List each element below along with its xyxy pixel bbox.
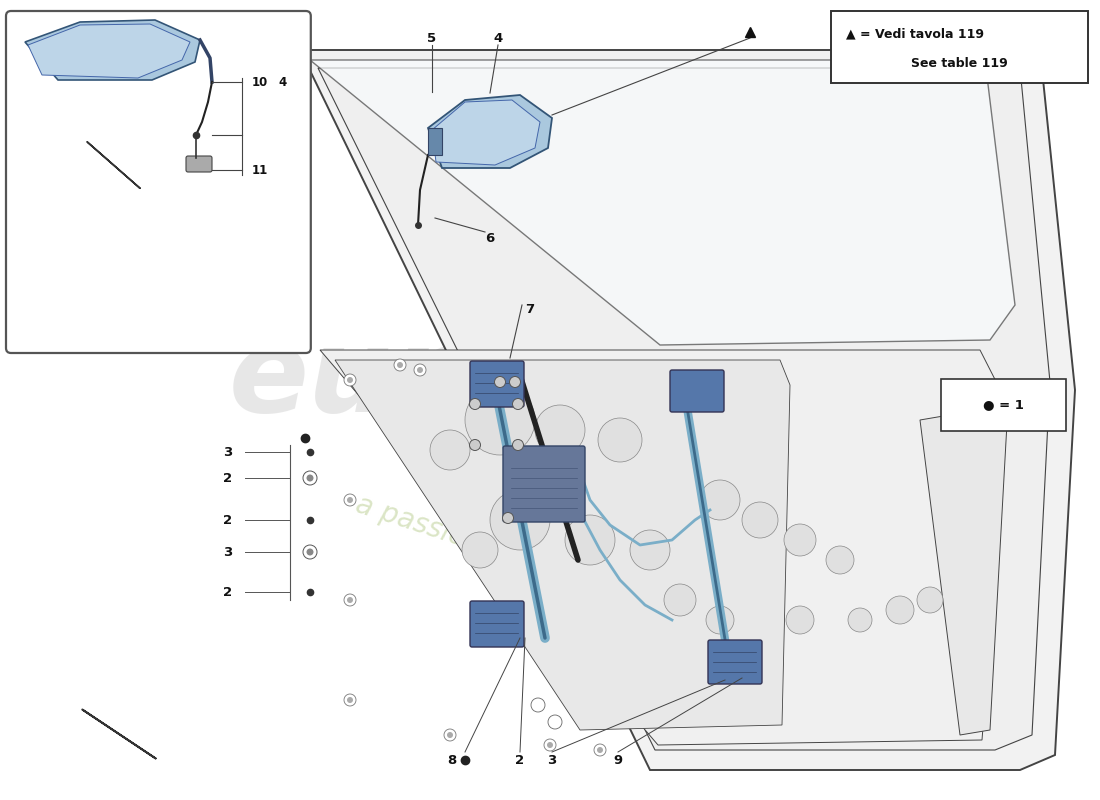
Circle shape — [547, 742, 553, 748]
Circle shape — [565, 515, 615, 565]
Circle shape — [344, 694, 356, 706]
Circle shape — [495, 377, 506, 387]
Polygon shape — [320, 350, 1008, 745]
Circle shape — [886, 596, 914, 624]
Circle shape — [307, 549, 314, 555]
Circle shape — [344, 494, 356, 506]
FancyBboxPatch shape — [830, 11, 1088, 83]
Polygon shape — [920, 405, 1008, 735]
Circle shape — [784, 524, 816, 556]
Text: a passion  since 1985: a passion since 1985 — [352, 490, 648, 610]
Circle shape — [664, 584, 696, 616]
Text: 6: 6 — [485, 231, 495, 245]
Circle shape — [594, 744, 606, 756]
Circle shape — [598, 418, 642, 462]
Circle shape — [346, 597, 353, 603]
Polygon shape — [300, 50, 1075, 770]
Text: 5: 5 — [428, 31, 437, 45]
Circle shape — [513, 439, 524, 450]
Circle shape — [344, 374, 356, 386]
Polygon shape — [428, 128, 442, 155]
Circle shape — [307, 474, 314, 482]
Text: 4: 4 — [278, 75, 286, 89]
Circle shape — [397, 362, 403, 368]
Circle shape — [706, 606, 734, 634]
Circle shape — [917, 587, 943, 613]
Text: 2: 2 — [223, 514, 232, 526]
Text: 3: 3 — [548, 754, 557, 766]
Circle shape — [430, 430, 470, 470]
Polygon shape — [336, 360, 790, 730]
Circle shape — [302, 471, 317, 485]
FancyBboxPatch shape — [670, 370, 724, 412]
Text: ▲ = Vedi tavola 119: ▲ = Vedi tavola 119 — [846, 27, 983, 41]
Text: See table 119: See table 119 — [911, 57, 1008, 70]
Circle shape — [490, 490, 550, 550]
Circle shape — [344, 594, 356, 606]
Circle shape — [544, 739, 556, 751]
Text: 9: 9 — [614, 754, 623, 766]
Circle shape — [531, 698, 544, 712]
FancyBboxPatch shape — [940, 378, 1066, 431]
Text: 4: 4 — [494, 31, 503, 45]
Circle shape — [470, 398, 481, 410]
FancyBboxPatch shape — [503, 446, 585, 522]
Polygon shape — [310, 60, 1015, 345]
Text: ● = 1: ● = 1 — [982, 398, 1024, 411]
Text: 7: 7 — [526, 303, 535, 317]
Text: 11: 11 — [252, 163, 268, 177]
Polygon shape — [28, 24, 190, 78]
FancyBboxPatch shape — [6, 11, 311, 353]
Circle shape — [848, 608, 872, 632]
Text: 2: 2 — [516, 754, 525, 766]
Circle shape — [417, 367, 424, 373]
Text: 2: 2 — [223, 471, 232, 485]
Circle shape — [470, 439, 481, 450]
Circle shape — [394, 359, 406, 371]
Circle shape — [786, 606, 814, 634]
FancyBboxPatch shape — [470, 601, 524, 647]
Circle shape — [444, 729, 456, 741]
FancyBboxPatch shape — [708, 640, 762, 684]
Circle shape — [447, 732, 453, 738]
Circle shape — [462, 532, 498, 568]
Circle shape — [503, 513, 514, 523]
Circle shape — [826, 546, 854, 574]
Circle shape — [346, 377, 353, 383]
Circle shape — [346, 697, 353, 703]
Circle shape — [630, 530, 670, 570]
Polygon shape — [428, 95, 552, 168]
Text: 8: 8 — [448, 754, 456, 766]
Text: res: res — [455, 382, 664, 498]
Text: euro: euro — [229, 322, 531, 438]
Circle shape — [597, 747, 603, 753]
Circle shape — [548, 715, 562, 729]
Text: 2: 2 — [223, 586, 232, 598]
Circle shape — [302, 545, 317, 559]
Circle shape — [509, 377, 520, 387]
FancyArrowPatch shape — [87, 142, 140, 188]
Circle shape — [700, 480, 740, 520]
Circle shape — [346, 497, 353, 503]
Text: 3: 3 — [223, 446, 232, 458]
FancyArrowPatch shape — [82, 710, 156, 758]
FancyBboxPatch shape — [470, 361, 524, 407]
Text: 3: 3 — [223, 546, 232, 558]
Circle shape — [535, 405, 585, 455]
Circle shape — [465, 385, 535, 455]
Polygon shape — [318, 68, 1050, 750]
Polygon shape — [25, 20, 200, 80]
Circle shape — [742, 502, 778, 538]
Circle shape — [513, 398, 524, 410]
Polygon shape — [432, 100, 540, 165]
Text: 10: 10 — [252, 75, 268, 89]
Circle shape — [414, 364, 426, 376]
FancyBboxPatch shape — [186, 156, 212, 172]
